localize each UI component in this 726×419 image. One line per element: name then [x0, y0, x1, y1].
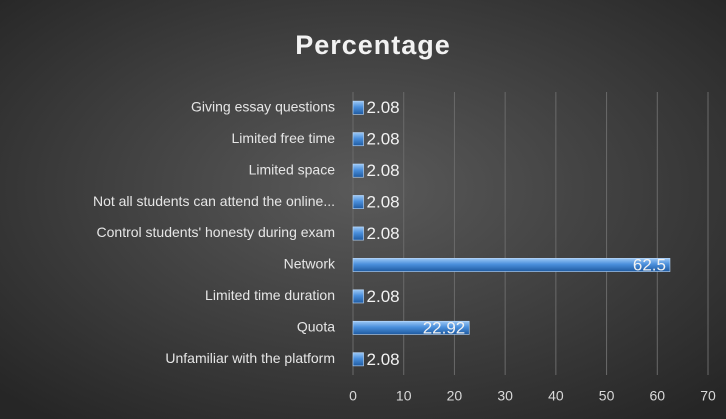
x-tick-label: 40	[548, 388, 564, 404]
value-label: 2.08	[367, 224, 400, 243]
value-label: 2.08	[367, 98, 400, 117]
bar	[352, 226, 364, 241]
value-label: 62.5	[633, 255, 666, 274]
bar	[352, 258, 671, 272]
value-label: 2.08	[367, 130, 400, 149]
x-tick-label: 50	[599, 388, 615, 404]
y-tick-label: Not all students can attend the online..…	[93, 193, 335, 209]
bar	[352, 163, 364, 178]
y-tick-label: Network	[284, 256, 336, 272]
x-tick-label: 60	[649, 388, 665, 404]
y-tick-label: Limited free time	[232, 130, 336, 146]
bar	[352, 195, 364, 209]
y-tick-label: Giving essay questions	[191, 98, 335, 114]
bar	[352, 320, 470, 335]
y-tick-label: Quota	[297, 319, 335, 335]
chart-title: Percentage	[295, 30, 451, 60]
x-tick-label: 0	[349, 388, 357, 404]
bar	[352, 289, 364, 304]
y-tick-label: Limited time duration	[205, 287, 335, 303]
x-tick-label: 20	[447, 388, 463, 404]
x-tick-label: 70	[700, 388, 716, 404]
value-label: 22.92	[423, 318, 466, 337]
y-tick-label: Control students' honesty during exam	[97, 224, 335, 240]
value-label: 2.08	[367, 287, 400, 306]
value-label: 2.08	[367, 193, 400, 212]
y-tick-label: Limited space	[249, 161, 336, 177]
y-tick-label: Unfamiliar with the platform	[165, 350, 335, 366]
value-label: 2.08	[367, 350, 400, 369]
bar	[352, 100, 364, 115]
bar	[352, 352, 364, 367]
value-label: 2.08	[367, 161, 400, 180]
x-tick-label: 10	[396, 388, 412, 404]
bar	[352, 132, 364, 147]
x-tick-label: 30	[497, 388, 513, 404]
